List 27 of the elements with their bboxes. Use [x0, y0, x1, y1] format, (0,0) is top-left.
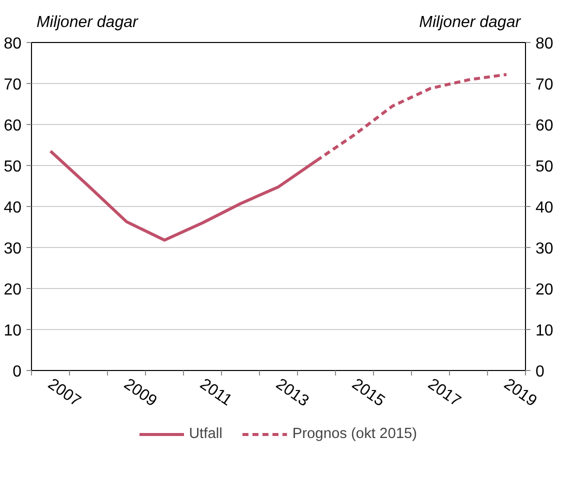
x-tick-label: 2017 [424, 376, 464, 410]
y-tick-label: 0 [12, 364, 22, 380]
y2-tick-label: 10 [536, 322, 554, 340]
x-tick-label: 2015 [348, 376, 388, 410]
x-tick-label: 2013 [272, 376, 312, 410]
y2-tick-label: 40 [536, 200, 554, 216]
x-tick-label: 2007 [44, 376, 84, 410]
y2-tick-label: 30 [536, 240, 554, 258]
y-tick-label: 10 [4, 322, 22, 340]
x-tick-label: 2011 [196, 376, 235, 410]
y-tick-label: 80 [4, 36, 22, 52]
x-tick-label: 2009 [120, 376, 160, 410]
y-tick-label: 60 [4, 118, 22, 134]
y2-tick-label: 80 [536, 36, 554, 52]
y-axis-title: Miljoner dagar [36, 14, 138, 32]
legend-label: Utfall [188, 426, 222, 442]
y-tick-label: 20 [4, 282, 22, 298]
y2-tick-label: 20 [536, 282, 554, 298]
y2-tick-label: 70 [536, 76, 554, 94]
y2-tick-label: 50 [536, 158, 554, 176]
legend-label: Prognos (okt 2015) [292, 426, 418, 442]
y-tick-label: 30 [4, 240, 22, 258]
y-tick-label: 40 [4, 200, 22, 216]
y-tick-label: 70 [4, 76, 22, 94]
y2-axis-title: Miljoner dagar [419, 14, 522, 32]
y2-tick-label: 60 [536, 118, 554, 134]
y-tick-label: 50 [4, 158, 22, 176]
